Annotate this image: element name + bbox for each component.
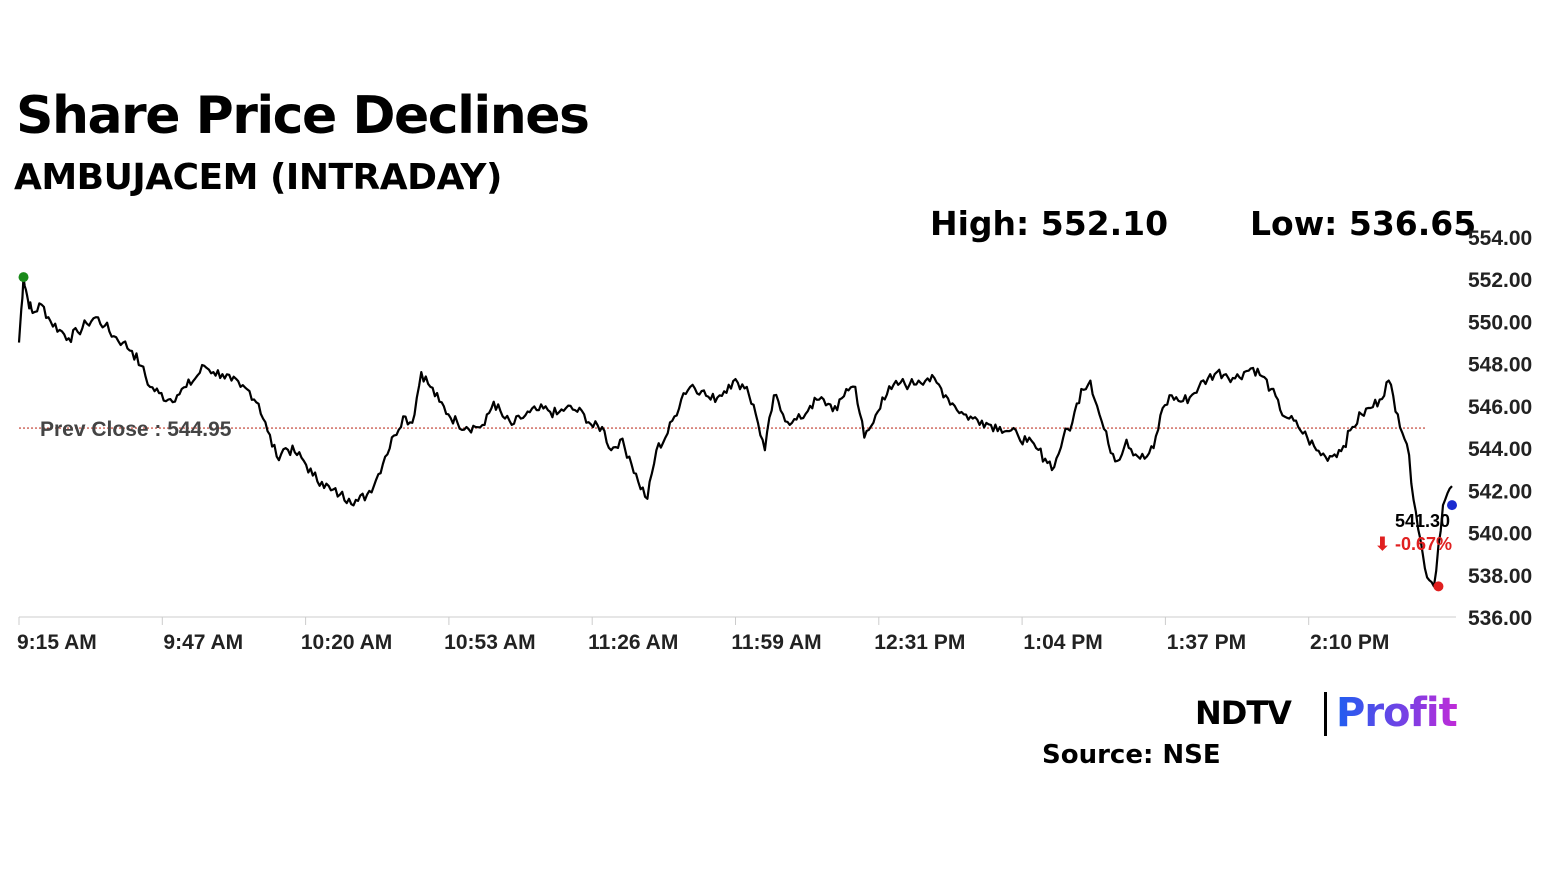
x-tick-label: 11:26 AM	[588, 631, 678, 654]
y-tick-label: 542.00	[1468, 480, 1532, 503]
y-tick-label: 540.00	[1468, 523, 1532, 546]
y-tick-label: 548.00	[1468, 354, 1532, 377]
y-tick-label: 546.00	[1468, 396, 1532, 419]
x-tick-label: 9:47 AM	[163, 631, 243, 654]
logo-profit-text: Profit	[1336, 690, 1458, 736]
x-tick-label: 11:59 AM	[731, 631, 821, 654]
logo-ndtv-text: NDTV	[1195, 694, 1292, 732]
change-percent-label: ⬇ -0.67%	[1375, 534, 1452, 554]
x-tick-label: 2:10 PM	[1310, 631, 1389, 654]
y-tick-label: 550.00	[1468, 311, 1532, 334]
x-tick-label: 1:37 PM	[1167, 631, 1246, 654]
last-price-label: 541.30	[1395, 511, 1450, 531]
x-tick-label: 12:31 PM	[874, 631, 965, 654]
y-tick-label: 536.00	[1468, 607, 1532, 630]
x-axis: 9:15 AM 9:47 AM 10:20 AM 10:53 AM 11:26 AM 11…	[17, 616, 1456, 654]
y-axis: 554.00 552.00 550.00 548.00 546.00 544.00 542.…	[1468, 227, 1532, 630]
high-marker	[18, 272, 29, 283]
logo-separator	[1324, 692, 1327, 736]
markers-group: 541.30 ⬇ -0.67%	[18, 272, 1457, 592]
chart-subtitle: AMBUJACEM (INTRADAY)	[14, 157, 502, 198]
prev-close-label: Prev Close : 544.95	[40, 418, 232, 441]
low-price-label: Low: 536.65	[1250, 204, 1477, 243]
x-tick-label: 10:53 AM	[444, 631, 535, 654]
x-tick-label: 1:04 PM	[1023, 631, 1102, 654]
price-series-group	[17, 276, 1453, 588]
y-tick-label: 538.00	[1468, 565, 1532, 588]
x-tick-label: 9:15 AM	[17, 631, 97, 654]
y-tick-label: 554.00	[1468, 227, 1532, 250]
x-tick-label: 10:20 AM	[301, 631, 392, 654]
high-price-label: High: 552.10	[930, 204, 1169, 243]
prev-close-group: Prev Close : 544.95	[19, 418, 1427, 441]
chart-title: Share Price Declines	[16, 86, 590, 146]
low-marker	[1433, 581, 1444, 592]
last-price-marker	[1447, 500, 1457, 511]
y-tick-label: 552.00	[1468, 269, 1532, 292]
source-label: Source: NSE	[1042, 740, 1221, 770]
price-line	[17, 276, 1453, 588]
y-tick-label: 544.00	[1468, 438, 1532, 461]
